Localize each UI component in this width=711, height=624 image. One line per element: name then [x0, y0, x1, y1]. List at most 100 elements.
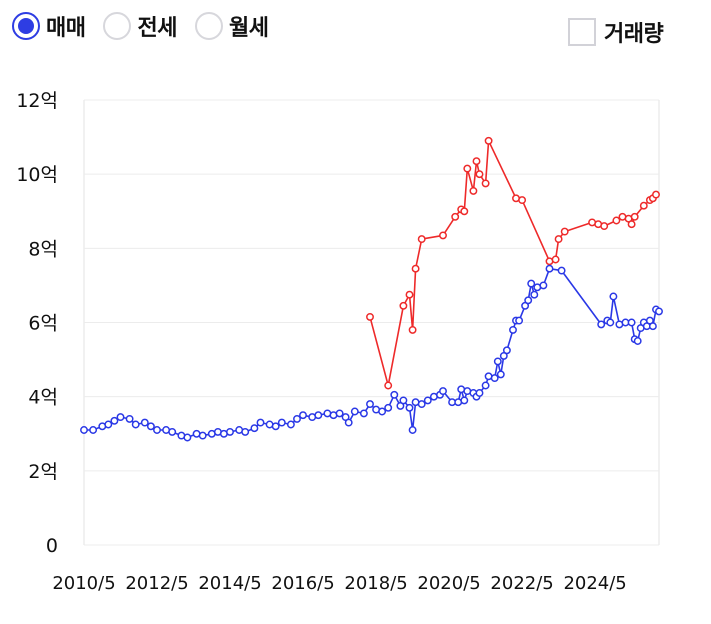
- radio-sale[interactable]: 매매: [12, 10, 86, 42]
- series-1-point: [597, 320, 606, 329]
- series-line-1: [84, 267, 660, 439]
- series-1-point: [509, 325, 517, 334]
- x-tick-label: 2022/5: [490, 573, 553, 594]
- series-0-point: [472, 157, 481, 166]
- series-1-point: [146, 422, 155, 431]
- series-0-point: [366, 312, 374, 321]
- x-tick-label: 2018/5: [344, 573, 407, 594]
- series-0-point: [384, 381, 393, 390]
- series-0-point: [469, 186, 478, 195]
- radio-jeonse-circle[interactable]: [103, 12, 132, 40]
- y-tick-label: 12억: [16, 90, 58, 112]
- series-1-point: [496, 370, 505, 379]
- series-1-point: [89, 426, 98, 434]
- y-tick-label: 8억: [28, 238, 58, 260]
- volume-label: 거래량: [604, 22, 664, 47]
- radio-monthly-rent[interactable]: 월세: [194, 10, 269, 42]
- series-0-point: [554, 235, 563, 244]
- x-tick-label: 2016/5: [271, 573, 334, 594]
- series-1-point: [655, 307, 663, 316]
- series-1-point: [378, 407, 387, 416]
- series-1-point: [539, 281, 548, 290]
- series-1-point: [131, 420, 140, 429]
- series-1-point: [140, 418, 149, 427]
- series-1-point: [390, 390, 399, 399]
- series-1-point: [314, 411, 323, 420]
- y-tick-label: 6억: [28, 313, 58, 335]
- x-tick-label: 2024/5: [563, 573, 626, 594]
- series-1-point: [80, 426, 88, 434]
- series-0-point: [417, 235, 426, 244]
- radio-sale-circle[interactable]: [12, 12, 40, 40]
- series-1-point: [399, 396, 408, 405]
- series-1-point: [527, 279, 536, 288]
- series-1-point: [271, 422, 280, 431]
- series-1-point: [545, 264, 554, 273]
- series-1-point: [493, 357, 502, 366]
- series-0-point: [463, 164, 472, 173]
- series-1-point: [524, 296, 533, 305]
- series-0-point: [411, 264, 420, 273]
- series-0-point: [475, 170, 484, 179]
- series-1-point: [110, 416, 119, 425]
- series-0-point: [639, 201, 648, 210]
- series-1-point: [125, 414, 134, 423]
- series-1-point: [183, 433, 192, 442]
- series-0-point: [652, 190, 660, 199]
- x-tick-label: 2010/5: [52, 573, 115, 594]
- volume-toggle[interactable]: 거래량: [568, 16, 664, 48]
- series-1-point: [502, 346, 511, 355]
- series-1-point: [609, 292, 618, 301]
- series-0-point: [630, 212, 639, 221]
- series-1-point: [606, 318, 615, 327]
- series-1-point: [153, 426, 161, 434]
- series-0-point: [600, 222, 609, 231]
- series-1-point: [475, 389, 484, 397]
- series-1-point: [648, 322, 657, 331]
- volume-checkbox[interactable]: [568, 18, 596, 46]
- series-0-point: [484, 136, 493, 145]
- series-0-point: [451, 212, 460, 221]
- series-1-point: [344, 418, 353, 427]
- series-1-point: [116, 413, 125, 422]
- series-0-point: [481, 179, 490, 188]
- series-1-point: [226, 427, 234, 436]
- series-1-point: [359, 409, 368, 418]
- series-0-point: [439, 231, 447, 240]
- series-0-point: [405, 290, 414, 299]
- series-0-point: [408, 325, 417, 334]
- deal-type-radio-group: 매매 전세 월세: [12, 10, 286, 42]
- radio-monthly-rent-circle[interactable]: [194, 12, 223, 40]
- series-1-point: [417, 400, 426, 409]
- series-0-point: [460, 207, 469, 216]
- series-1-point: [293, 414, 301, 423]
- radio-jeonse[interactable]: 전세: [103, 10, 177, 42]
- series-0-point: [612, 216, 621, 225]
- series-1-point: [366, 400, 374, 409]
- series-1-point: [277, 418, 286, 427]
- series-1-point: [350, 407, 359, 416]
- series-1-point: [530, 290, 539, 299]
- series-0-point: [518, 196, 527, 205]
- series-1-point: [286, 420, 295, 429]
- y-tick-label: 10억: [16, 164, 58, 186]
- series-1-point: [633, 337, 642, 345]
- x-tick-label: 2014/5: [198, 573, 261, 594]
- radio-jeonse-label: 전세: [137, 16, 177, 41]
- series-1-point: [299, 411, 307, 420]
- radio-sale-label: 매매: [46, 16, 86, 41]
- series-1-point: [335, 409, 344, 418]
- series-1-point: [250, 424, 259, 433]
- x-tick-label: 2020/5: [417, 573, 480, 594]
- series-1-point: [198, 431, 207, 440]
- series-1-point: [460, 396, 469, 405]
- x-tick-label: 2012/5: [125, 573, 188, 594]
- y-tick-label: 4억: [28, 387, 58, 409]
- series-1-point: [384, 403, 393, 412]
- radio-monthly-rent-label: 월세: [228, 16, 269, 41]
- series-1-point: [168, 427, 177, 436]
- y-tick-label: 2억: [28, 461, 58, 483]
- series-1-point: [627, 318, 636, 327]
- series-1-point: [481, 381, 490, 390]
